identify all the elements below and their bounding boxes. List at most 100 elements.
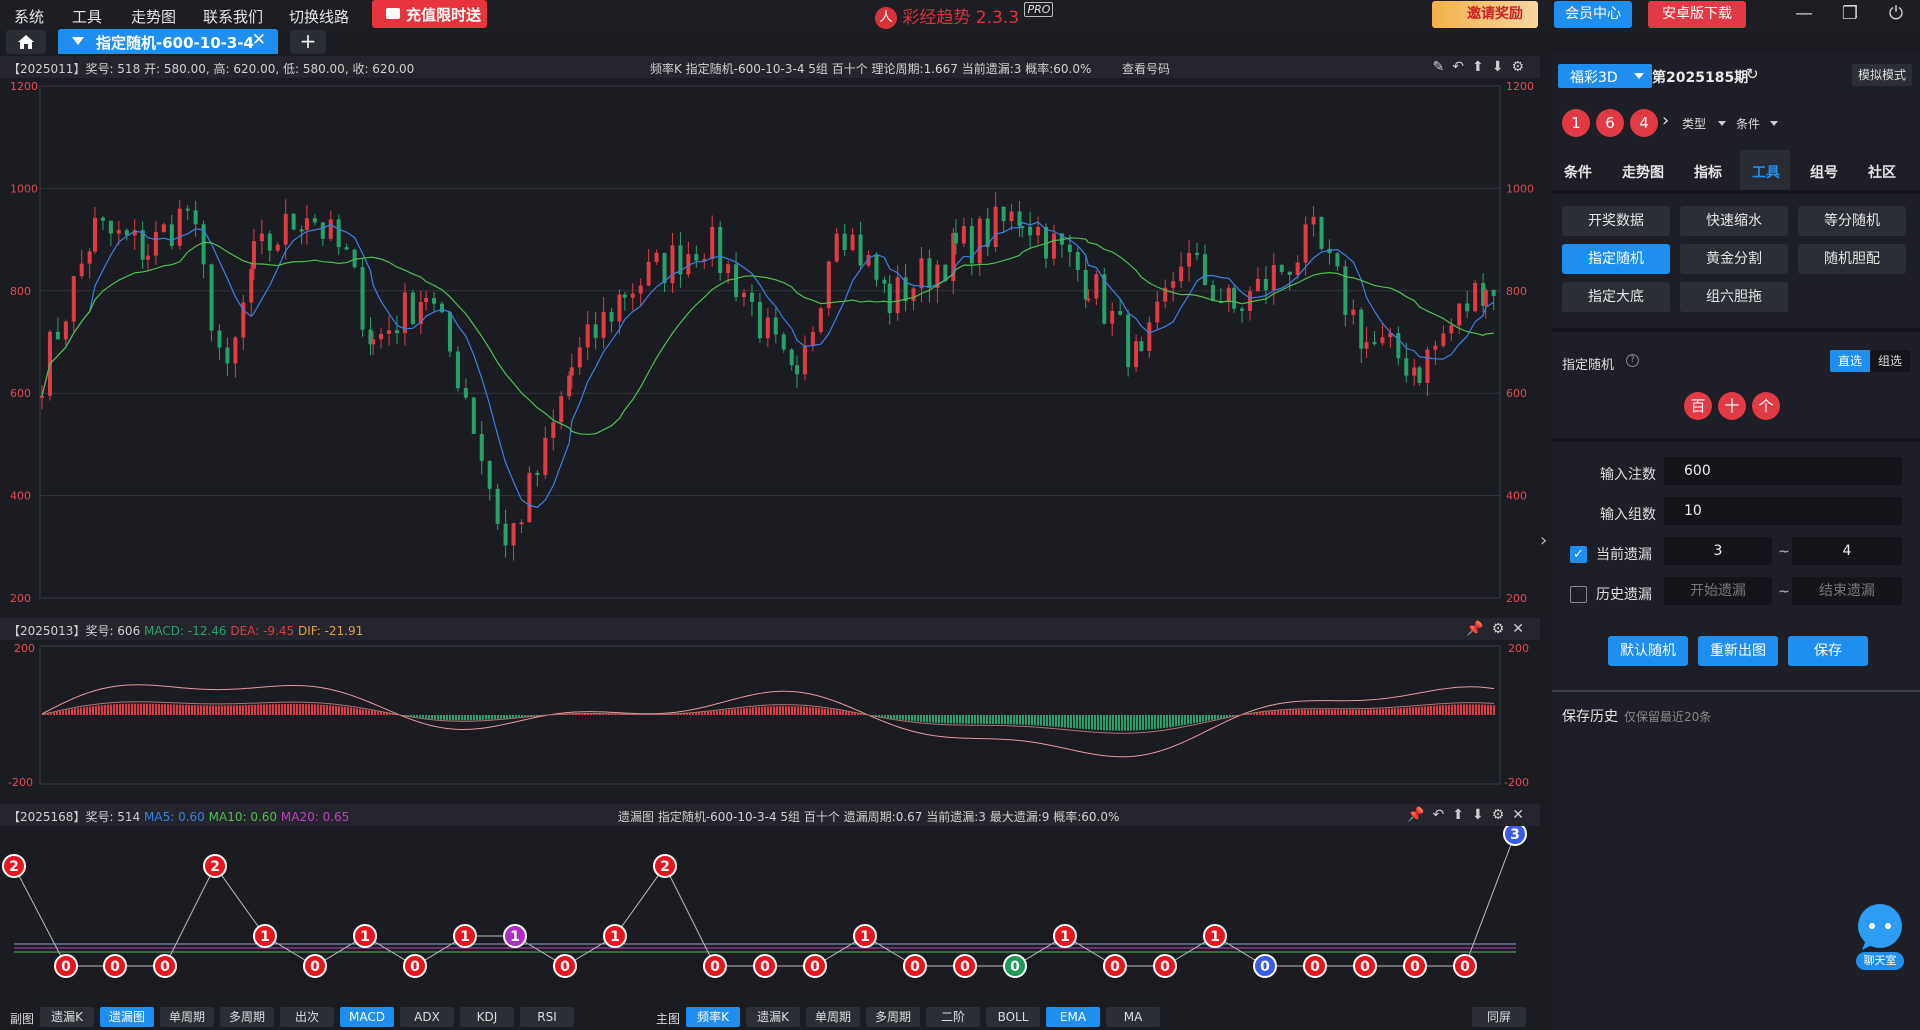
- sync-screen-button[interactable]: 同屏: [1472, 1007, 1526, 1027]
- sub-btn-miss-chart[interactable]: 遗漏图: [100, 1007, 154, 1027]
- sub-btn-rsi[interactable]: RSI: [520, 1007, 574, 1027]
- sub-btn-single-period[interactable]: 单周期: [160, 1007, 214, 1027]
- edit-icon[interactable]: ✎: [1432, 59, 1453, 75]
- condition-select[interactable]: 条件: [1730, 112, 1780, 134]
- default-random-button[interactable]: 默认随机: [1608, 636, 1688, 666]
- position-ball-tens[interactable]: 十: [1718, 392, 1746, 420]
- up-icon[interactable]: ⬆: [1471, 59, 1492, 75]
- lottery-select[interactable]: 福彩3D: [1558, 64, 1652, 88]
- toggle-group[interactable]: 组选: [1870, 350, 1910, 372]
- groups-input[interactable]: 10: [1664, 497, 1902, 525]
- history-miss-checkbox[interactable]: [1570, 586, 1587, 603]
- down-icon[interactable]: ⬇: [1471, 807, 1492, 823]
- maximize-icon[interactable]: ❐: [1841, 3, 1859, 24]
- main-btn-freq-k[interactable]: 频率K: [686, 1007, 740, 1027]
- miss-marker-label: 0: [110, 959, 120, 975]
- current-miss-to-input[interactable]: 4: [1792, 537, 1902, 565]
- sub-btn-multi-period[interactable]: 多周期: [220, 1007, 274, 1027]
- toggle-direct[interactable]: 直选: [1830, 350, 1870, 372]
- promo-label: 充值限时送: [406, 6, 482, 24]
- bets-input[interactable]: 600: [1664, 457, 1902, 485]
- tool-quick-shrink[interactable]: 快速缩水: [1680, 206, 1788, 236]
- main-kline-chart[interactable]: 1200 1200 1000 1000 800 800 600 600 400 400 200 200: [0, 78, 1540, 606]
- tab-community[interactable]: 社区: [1868, 165, 1896, 181]
- close-icon[interactable]: ✕: [1512, 807, 1532, 823]
- view-numbers-link[interactable]: 查看号码: [1122, 62, 1171, 76]
- tool-equal-random[interactable]: 等分随机: [1798, 206, 1906, 236]
- home-button[interactable]: [6, 30, 46, 54]
- power-icon[interactable]: ⏻: [1888, 3, 1904, 24]
- miss-chart[interactable]: 2 0 0 0 2 1 0 1 0 1 1 0 1 2 0 0 0 1 0 0 0 1 0 0 1 0 0 0 0 0 3: [0, 826, 1540, 1004]
- miss-marker: [553, 954, 577, 978]
- sub-btn-miss-k[interactable]: 遗漏K: [40, 1007, 94, 1027]
- history-miss-to-input[interactable]: 结束遗漏: [1792, 577, 1902, 605]
- undo-icon[interactable]: ↶: [1432, 807, 1453, 823]
- help-icon[interactable]: ?: [1626, 354, 1639, 367]
- sub-btn-count[interactable]: 出次: [280, 1007, 334, 1027]
- tab-tools[interactable]: 工具: [1752, 165, 1780, 181]
- tool-draw-data[interactable]: 开奖数据: [1562, 206, 1670, 236]
- tab-conditions[interactable]: 条件: [1564, 165, 1592, 181]
- chat-room-button[interactable]: 聊天室: [1852, 900, 1908, 972]
- close-icon[interactable]: ✕: [1512, 621, 1532, 637]
- miss-marker: [903, 954, 927, 978]
- miss-marker-label: 1: [460, 929, 470, 945]
- member-center-button[interactable]: 会员中心: [1554, 1, 1632, 28]
- tool-random-bile[interactable]: 随机胆配: [1798, 244, 1906, 274]
- android-download-button[interactable]: 安卓版下载: [1648, 1, 1746, 28]
- tab-indicator[interactable]: 指标: [1694, 165, 1722, 181]
- tool-specified-base[interactable]: 指定大底: [1562, 282, 1670, 312]
- menu-switch-line[interactable]: 切换线路: [289, 8, 350, 26]
- current-miss-checkbox[interactable]: ✓: [1570, 546, 1587, 563]
- main-btn-ema[interactable]: EMA: [1046, 1007, 1100, 1027]
- tab-trend[interactable]: 走势图: [1622, 165, 1664, 181]
- collapse-panel-icon[interactable]: ›: [1540, 530, 1548, 551]
- save-button[interactable]: 保存: [1788, 636, 1868, 666]
- history-miss-from-input[interactable]: 开始遗漏: [1664, 577, 1772, 605]
- tool-group-six[interactable]: 组六胆拖: [1680, 282, 1788, 312]
- simulate-mode-button[interactable]: 模拟模式: [1852, 64, 1912, 86]
- refresh-icon[interactable]: ↻: [1746, 65, 1759, 83]
- down-icon[interactable]: ⬇: [1491, 59, 1512, 75]
- position-ball-units[interactable]: 个: [1752, 392, 1780, 420]
- menu-system[interactable]: 系统: [14, 8, 45, 26]
- miss-marker-label: 1: [1060, 929, 1070, 945]
- macd-chart[interactable]: 200 -200 200 -200: [0, 640, 1540, 792]
- settings-icon[interactable]: ⚙: [1511, 59, 1532, 75]
- tool-specified-random[interactable]: 指定随机: [1562, 244, 1670, 274]
- position-ball-hundreds[interactable]: 百: [1684, 392, 1712, 420]
- main-btn-second-order[interactable]: 二阶: [926, 1007, 980, 1027]
- settings-icon[interactable]: ⚙: [1491, 807, 1513, 823]
- pin-icon[interactable]: 📌: [1466, 621, 1492, 637]
- menu-contact[interactable]: 联系我们: [203, 8, 264, 26]
- undo-icon[interactable]: ↶: [1452, 59, 1472, 75]
- current-miss-from-input[interactable]: 3: [1664, 537, 1772, 565]
- main-btn-ma[interactable]: MA: [1106, 1007, 1160, 1027]
- main-btn-single-period[interactable]: 单周期: [806, 1007, 860, 1027]
- main-btn-boll[interactable]: BOLL: [986, 1007, 1040, 1027]
- chevron-right-icon[interactable]: ›: [1662, 110, 1670, 131]
- app-title-text: 彩经趋势 2.3.3: [902, 8, 1020, 28]
- tool-golden-section[interactable]: 黄金分割: [1680, 244, 1788, 274]
- tab-group[interactable]: 组号: [1810, 165, 1838, 181]
- type-select[interactable]: 类型: [1676, 112, 1728, 134]
- settings-icon[interactable]: ⚙: [1491, 621, 1513, 637]
- redraw-button[interactable]: 重新出图: [1698, 636, 1778, 666]
- menu-trend[interactable]: 走势图: [131, 8, 177, 26]
- sub-btn-kdj[interactable]: KDJ: [460, 1007, 514, 1027]
- pin-icon[interactable]: 📌: [1407, 807, 1433, 823]
- tab-active[interactable]: 指定随机-600-10-3-4 ✕: [58, 29, 278, 54]
- sub-btn-macd[interactable]: MACD: [340, 1007, 394, 1027]
- candle-body: [371, 339, 376, 345]
- add-tab-button[interactable]: +: [290, 30, 326, 54]
- close-tab-icon[interactable]: ✕: [251, 30, 266, 50]
- sub-btn-adx[interactable]: ADX: [400, 1007, 454, 1027]
- dea-line: [41, 701, 1495, 734]
- invite-button[interactable]: 邀请奖励: [1432, 1, 1538, 28]
- promo-button[interactable]: 充值限时送: [372, 0, 487, 28]
- up-icon[interactable]: ⬆: [1452, 807, 1472, 823]
- minimize-icon[interactable]: —: [1795, 3, 1813, 24]
- main-btn-multi-period[interactable]: 多周期: [866, 1007, 920, 1027]
- main-btn-miss-k[interactable]: 遗漏K: [746, 1007, 800, 1027]
- menu-tools[interactable]: 工具: [72, 8, 103, 26]
